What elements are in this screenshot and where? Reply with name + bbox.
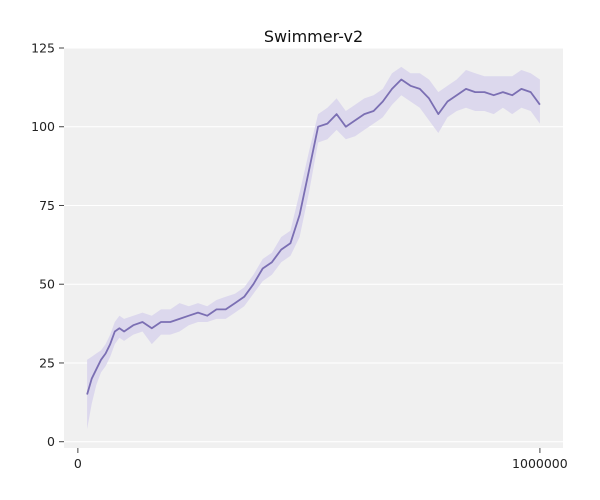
plot-area bbox=[64, 48, 563, 448]
y-tick-label: 125 bbox=[31, 41, 55, 56]
x-tick-label: 1000000 bbox=[512, 456, 568, 471]
confidence-band-layer bbox=[87, 66, 540, 430]
y-tick-label: 100 bbox=[31, 119, 55, 134]
series-line-0 bbox=[86, 78, 541, 395]
y-tick-label: 0 bbox=[47, 434, 55, 449]
x-tick-label: 0 bbox=[74, 456, 82, 471]
axis-layer: 0 25 50 75 100 125 0 1000000 bbox=[31, 41, 568, 472]
grid-lines bbox=[64, 47, 563, 443]
y-tick-label: 75 bbox=[39, 198, 55, 213]
y-tick-label: 25 bbox=[39, 355, 55, 370]
chart-title: Swimmer-v2 bbox=[264, 27, 363, 46]
y-tick-label: 50 bbox=[39, 277, 55, 292]
series-line-layer bbox=[86, 78, 541, 395]
confidence-band-0 bbox=[87, 66, 540, 430]
